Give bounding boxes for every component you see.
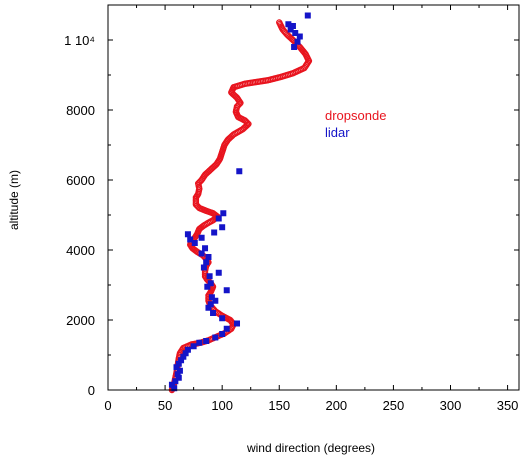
lidar-point [211,229,218,236]
lidar-point [205,254,212,260]
lidar-point [168,381,175,388]
lidar-point [200,264,207,271]
lidar-point [291,44,298,50]
x-tick-label: 200 [325,398,347,413]
lidar-point [191,240,198,246]
lidar-point [219,315,226,322]
lidar-point [171,385,178,392]
lidar-point [182,350,189,357]
lidar-point [202,245,209,252]
y-tick-label: 2000 [66,313,95,328]
lidar-point [204,283,211,290]
lidar-point [175,374,182,381]
lidar-point [289,23,296,29]
lidar-point [287,26,294,33]
lidar-point [178,357,185,364]
legend-lidar: lidar [325,125,350,140]
lidar-point [215,215,222,222]
x-tick-label: 350 [497,398,519,413]
plot-area [168,12,313,394]
y-tick-label: 0 [88,383,95,398]
lidar-point [219,331,226,337]
lidar-point [187,236,194,243]
lidar-point [219,224,226,231]
y-tick-label: 8000 [66,103,95,118]
lidar-point [223,325,230,332]
x-tick-label: 50 [158,398,172,413]
lidar-point [196,339,203,346]
x-tick-label: 300 [440,398,462,413]
lidar-point [173,364,180,371]
lidar-point [294,38,301,45]
x-tick-label: 0 [104,398,111,413]
lidar-point [296,33,303,40]
lidar-point [236,168,243,175]
axis-ticks: 0 50 100 150 200 250 300 350 0 2000 4000 6000 8000 1 … [64,4,519,413]
lidar-point [198,250,205,257]
lidar-point [223,287,230,294]
lidar-point [207,280,214,287]
lidar-point [203,338,210,344]
lidar-point [215,269,222,276]
lidar-point [234,320,241,327]
plot-frame [107,4,520,391]
lidar-point [292,30,299,36]
y-tick-label: 1 10⁴ [64,33,95,48]
lidar-point [176,367,183,374]
lidar-point [285,21,292,28]
lidar-point [198,234,205,241]
lidar-point [174,371,181,378]
x-axis-label: wind direction (degrees) [246,441,375,455]
lidar-point [206,273,213,280]
lidar-point [207,301,214,308]
lidar-point [172,378,179,385]
x-tick-label: 250 [383,398,405,413]
y-tick-label: 4000 [66,243,95,258]
lidar-point [210,310,217,316]
lidar-point [180,353,187,360]
lidar-point [184,231,191,238]
y-tick-label: 6000 [66,173,95,188]
legend-dropsonde: dropsonde [325,108,386,123]
lidar-point [304,12,311,19]
y-axis-label: altitude (m) [7,170,21,230]
lidar-point [203,259,210,266]
lidar-point [190,343,197,350]
lidar-point [175,360,182,367]
dropsonde-point [276,19,283,26]
lidar-point [212,297,219,304]
x-tick-label: 100 [211,398,233,413]
lidar-point [205,304,212,311]
lidar-point [208,294,215,301]
x-tick-label: 150 [268,398,290,413]
lidar-point [184,346,191,353]
lidar-point [212,334,219,341]
lidar-point [220,210,227,217]
